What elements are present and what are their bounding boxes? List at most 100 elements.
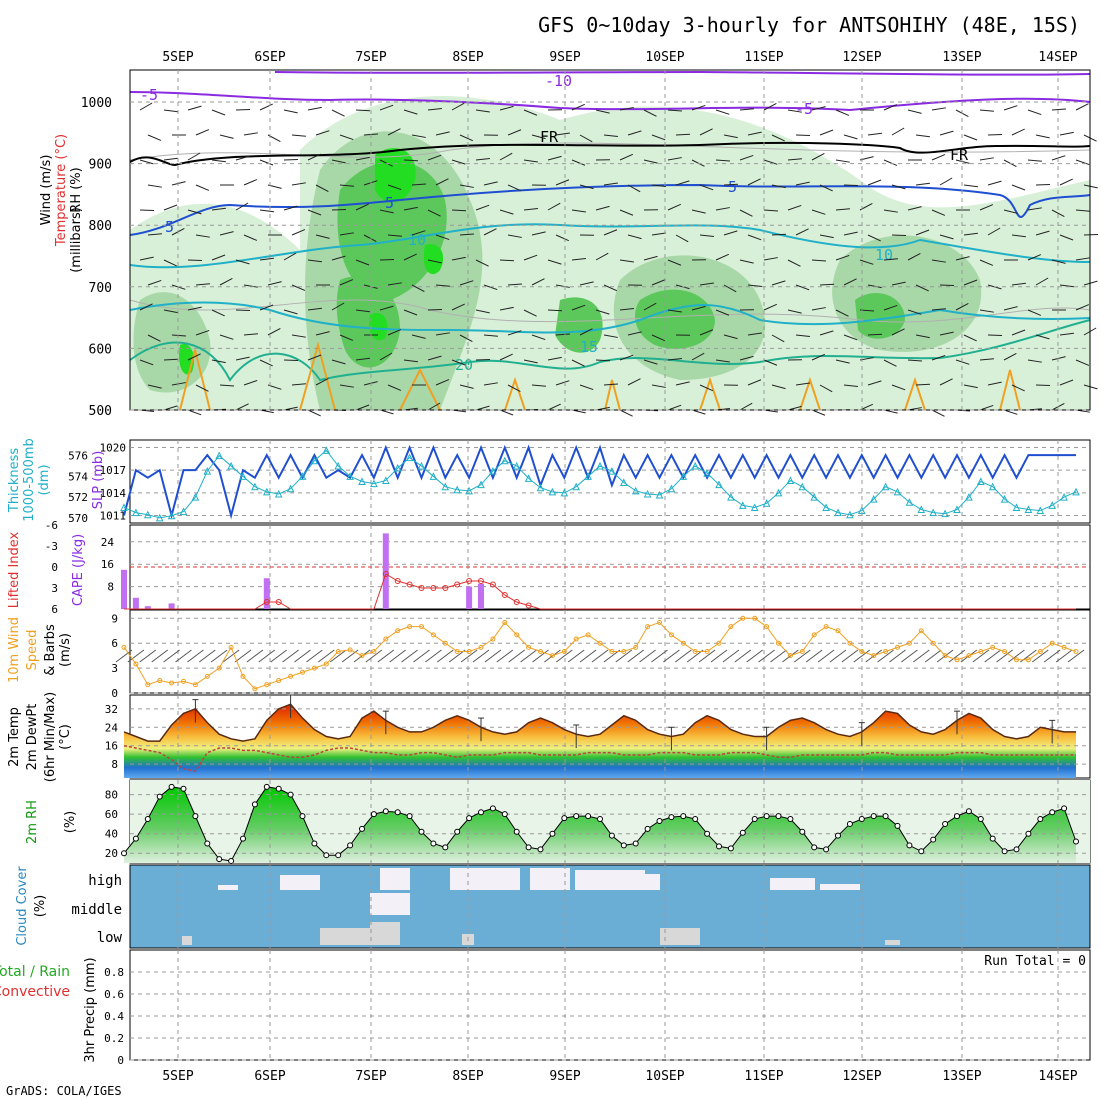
contour-label: FR: [540, 128, 559, 146]
wind-barb: [667, 309, 682, 313]
wind-barb: [643, 109, 657, 117]
wind-barb: [571, 304, 586, 311]
wind-barb: [698, 649, 716, 663]
wind-barb: [427, 209, 441, 217]
contour-line: [129, 223, 1091, 269]
rh-point: [442, 844, 449, 851]
thickness-point: [608, 467, 616, 475]
wind-barb: [675, 234, 689, 243]
cloud-middle-block: [370, 893, 410, 915]
wind-barb: [723, 284, 737, 293]
rh-shading: [375, 148, 416, 203]
wind-barb: [403, 359, 418, 363]
wind-barb: [187, 409, 202, 416]
wind-barb: [963, 334, 977, 342]
wind-barb: [355, 404, 370, 411]
tick-label: 0: [111, 687, 118, 700]
wind-barb: [235, 202, 249, 211]
rh-point: [335, 852, 342, 859]
wind-barb: [307, 259, 322, 263]
wind-speed-point: [906, 640, 912, 646]
rh-point: [763, 813, 770, 820]
wind-speed-point: [728, 624, 734, 630]
wind-barb: [451, 256, 466, 261]
wind-barb: [955, 359, 970, 365]
wind-barb: [187, 209, 202, 215]
wind-barb: [243, 333, 258, 336]
wind-barb: [723, 183, 739, 186]
wind-barb: [979, 259, 994, 266]
wind-barb: [571, 258, 586, 261]
wind-barb: [619, 409, 633, 417]
wind-speed-point: [764, 624, 770, 630]
wind-barb: [411, 230, 426, 236]
wind-barb: [163, 405, 178, 411]
wind-speed-point: [121, 644, 127, 650]
date-label: 11SEP: [744, 1069, 783, 1084]
rh-point: [835, 832, 841, 839]
wind-barb: [979, 309, 994, 313]
wind-barb: [523, 254, 538, 261]
tick-label: 574: [68, 470, 88, 483]
axis-label: Lifted Index: [7, 531, 22, 608]
wind-speed-point: [1073, 649, 1079, 654]
wind-barb: [147, 134, 162, 141]
wind-speed-point: [335, 649, 341, 654]
contour-label: -10: [545, 72, 572, 90]
wind-barb: [219, 134, 234, 139]
axis-label: 2m RH: [25, 800, 40, 844]
thickness-point: [381, 476, 390, 484]
lifted-index-cape-panel: 8 16 24 -6 -3 0 3 6 Lifted Index CAPE (J/kg): [7, 519, 1091, 616]
wind-barb: [403, 309, 418, 316]
wind-barb: [699, 329, 714, 336]
cape-bar: [144, 606, 151, 609]
dewpoint-line: [123, 744, 1076, 772]
wind-barb: [403, 109, 418, 115]
rh-point: [204, 840, 211, 847]
wind-barb: [211, 207, 226, 211]
wind-barb: [883, 409, 898, 414]
wind-barb: [1059, 284, 1074, 288]
wind-barb: [595, 109, 610, 114]
wind-barb: [243, 179, 258, 186]
wind-barb: [675, 180, 690, 186]
wind-barb: [691, 305, 706, 311]
wind-barb: [915, 134, 930, 138]
rh-point: [561, 815, 568, 822]
wind-barb: [531, 231, 546, 236]
wind-barb: [627, 184, 641, 193]
date-label: 9SEP: [549, 50, 580, 65]
wind-speed-point: [871, 653, 877, 659]
wind-barb: [531, 384, 546, 387]
wind-speed-point: [228, 644, 234, 650]
wind-barb: [211, 254, 226, 261]
wind-barb: [331, 109, 345, 117]
wind-barb: [579, 184, 594, 190]
wind-barb: [722, 649, 740, 663]
tick-label: 600: [89, 342, 112, 357]
wind-barb: [763, 102, 777, 111]
wind-barb: [401, 649, 418, 663]
thickness-point: [560, 488, 569, 497]
wind-barb: [1075, 257, 1090, 261]
wind-barb: [243, 284, 258, 288]
wind-barb: [571, 159, 586, 166]
wind-barb: [787, 259, 801, 267]
rh-point: [799, 828, 806, 835]
wind-barb: [307, 354, 322, 361]
wind-barb: [307, 153, 321, 161]
contour-line: [129, 301, 1091, 334]
wind-barb: [811, 152, 825, 161]
wind-barb: [939, 130, 954, 136]
wind-barb: [147, 233, 162, 236]
wind-barb: [939, 177, 953, 186]
rh-point: [620, 842, 627, 849]
wind-barb: [547, 356, 562, 361]
wind-barb: [339, 134, 354, 141]
wind-barb: [199, 649, 216, 663]
thickness-point: [286, 484, 295, 493]
wind-barb: [795, 284, 810, 291]
cloud-level-label: low: [97, 930, 123, 946]
tick-label: 0.4: [104, 1010, 124, 1023]
